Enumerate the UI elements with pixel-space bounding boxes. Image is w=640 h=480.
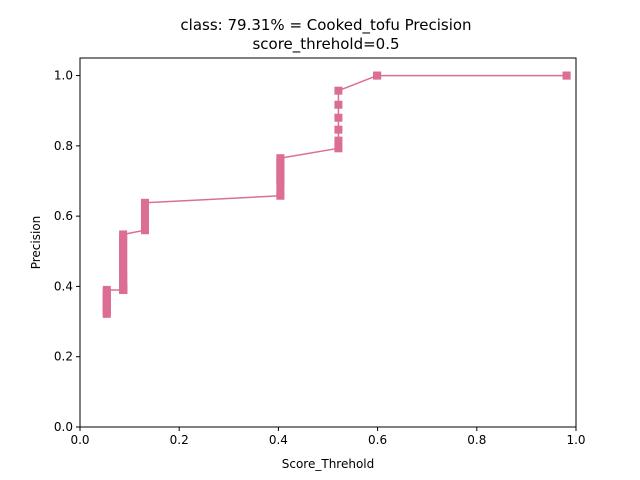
x-tick-label: 0.8 (467, 433, 486, 447)
x-tick-label: 0.6 (368, 433, 387, 447)
data-point (276, 191, 285, 200)
data-point (334, 125, 343, 134)
x-tick-label: 1.0 (566, 433, 585, 447)
data-point (334, 113, 343, 122)
chart-subtitle: score_threhold=0.5 (252, 35, 399, 54)
data-point (373, 71, 382, 80)
data-point (276, 180, 285, 189)
data-point (334, 136, 343, 145)
y-axis-label: Precision (29, 216, 43, 270)
axes-frame (79, 57, 577, 428)
y-tick-label: 0.2 (54, 350, 73, 364)
x-axis-ticks: 0.0 0.2 0.4 0.6 0.8 1.0 (70, 427, 586, 447)
y-tick-label: 1.0 (54, 69, 73, 83)
x-tick-label: 0.0 (70, 433, 89, 447)
y-tick-label: 0.4 (54, 279, 73, 293)
chart-title: class: 79.31% = Cooked_tofu Precision (180, 16, 471, 35)
y-axis-ticks: 0.0 0.2 0.4 0.6 0.8 1.0 (54, 69, 80, 434)
data-point (102, 309, 111, 318)
data-point (140, 226, 149, 235)
plot-area (102, 71, 571, 318)
y-tick-label: 0.0 (54, 420, 73, 434)
data-point (334, 86, 343, 95)
x-tick-label: 0.4 (269, 433, 288, 447)
y-tick-label: 0.6 (54, 209, 73, 223)
data-point (334, 144, 343, 153)
x-axis-label: Score_Threhold (282, 457, 375, 471)
data-point (562, 71, 571, 80)
data-point (334, 100, 343, 109)
data-point (276, 187, 285, 196)
data-point (119, 285, 128, 294)
x-tick-label: 0.2 (170, 433, 189, 447)
y-tick-label: 0.8 (54, 139, 73, 153)
